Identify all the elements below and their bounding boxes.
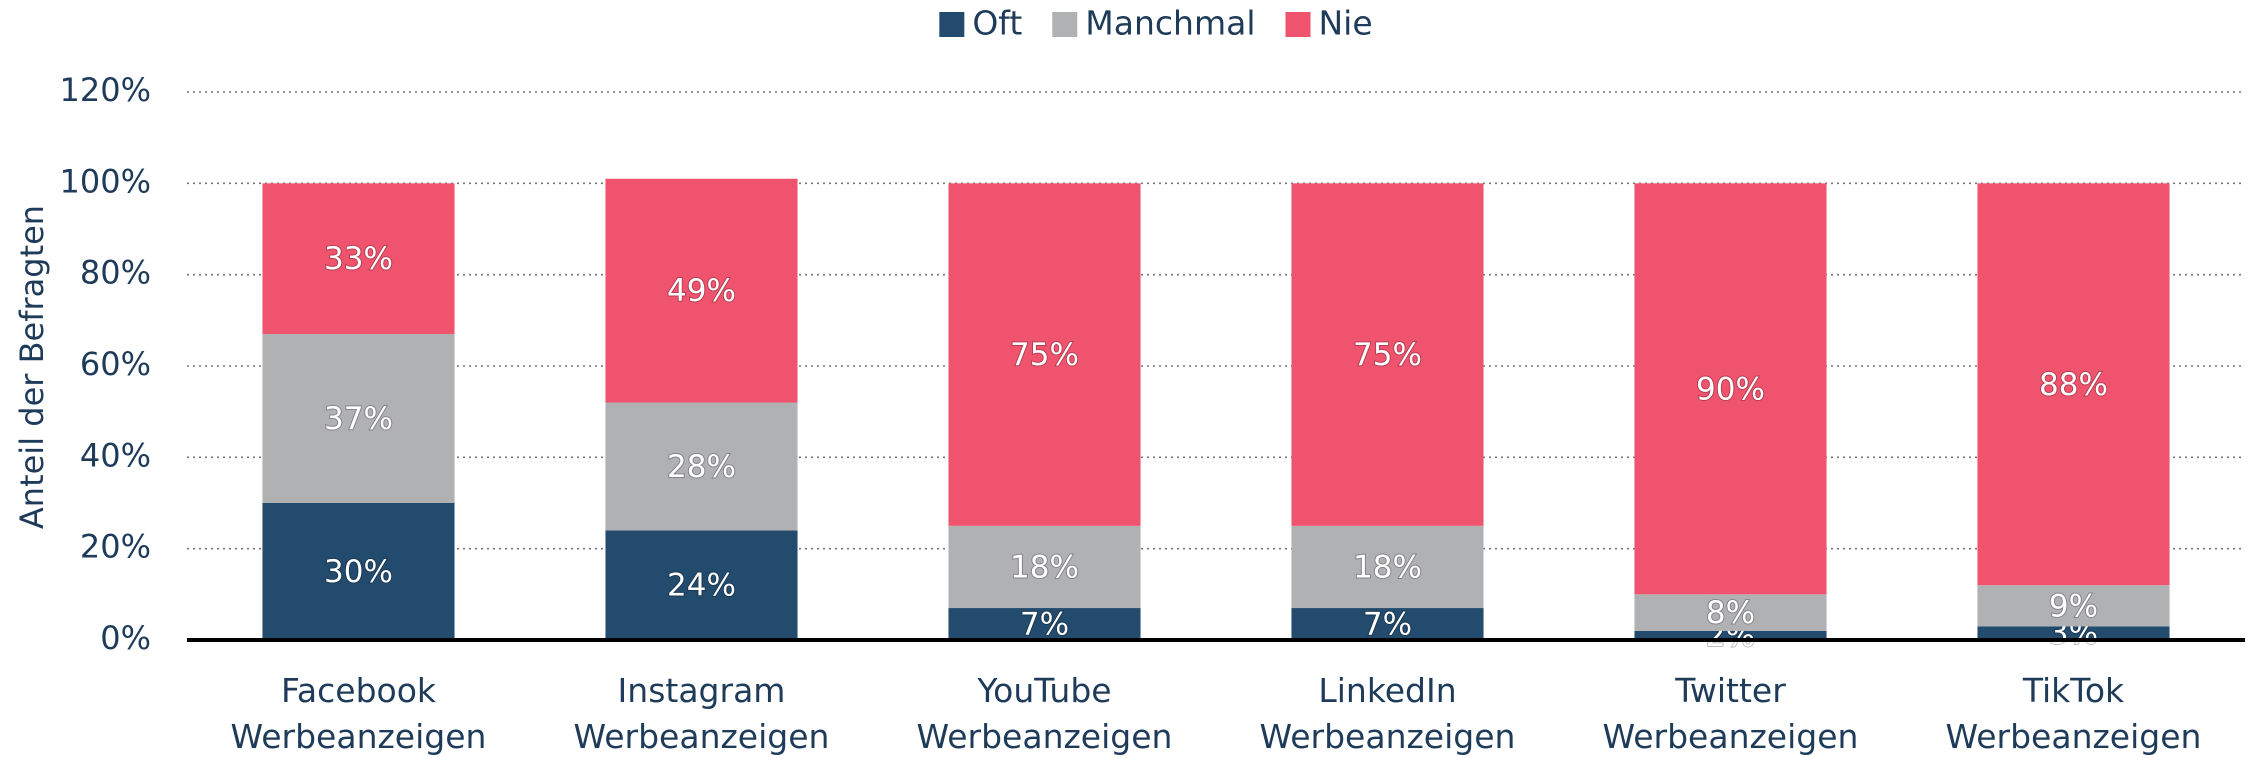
data-label: 90%: [1696, 371, 1765, 407]
legend-swatch: [1052, 12, 1078, 37]
y-tick-label: 60%: [80, 345, 151, 383]
x-tick-label: Facebook Werbeanzeigen: [230, 671, 487, 756]
data-label: 37%: [324, 401, 393, 437]
data-label: 18%: [1353, 549, 1422, 585]
data-label: 88%: [2039, 367, 2108, 403]
bar-segment: [1634, 183, 1827, 595]
bar-segment: [1634, 630, 1827, 640]
legend-swatch: [939, 12, 965, 37]
data-label: 75%: [1010, 337, 1079, 373]
x-tick-label: YouTube Werbeanzeigen: [916, 671, 1173, 756]
bar-segment: [948, 183, 1141, 526]
bar-segment: [1977, 626, 2170, 640]
data-label: 33%: [324, 241, 393, 277]
data-label: 8%: [1706, 595, 1755, 631]
y-tick-label: 80%: [80, 254, 151, 292]
legend-swatch: [1285, 12, 1311, 37]
legend-label: Oft: [972, 4, 1022, 43]
bar-segment: [948, 525, 1141, 609]
data-label: 28%: [667, 449, 736, 485]
data-label: 24%: [667, 568, 736, 604]
bar-segment: [1291, 608, 1484, 640]
y-tick-label: 100%: [60, 162, 151, 200]
bar-segment: [262, 183, 455, 335]
y-tick-label: 0%: [100, 619, 151, 657]
bar-segment: [1291, 183, 1484, 526]
x-tick-label: Twitter Werbeanzeigen: [1602, 671, 1859, 756]
legend-label: Nie: [1319, 4, 1373, 43]
data-label: 7%: [1363, 607, 1412, 643]
x-tick-label: TikTok Werbeanzeigen: [1945, 671, 2202, 756]
bar-segment: [1291, 525, 1484, 609]
bar-segment: [1634, 594, 1827, 631]
bar-segment: [262, 503, 455, 640]
data-label: 30%: [324, 554, 393, 590]
bar-segment: [262, 334, 455, 503]
data-label: 75%: [1353, 337, 1422, 373]
data-label: 9%: [2049, 588, 2098, 624]
data-label: 18%: [1010, 549, 1079, 585]
bar-segment: [1977, 585, 2170, 627]
bar-segment: [1977, 183, 2170, 586]
y-tick-label: 120%: [60, 71, 151, 109]
legend-label: Manchmal: [1085, 4, 1255, 43]
bar-segment: [948, 608, 1141, 640]
y-tick-label: 20%: [80, 528, 151, 566]
x-tick-label: LinkedIn Werbeanzeigen: [1259, 671, 1516, 756]
bar-segment: [605, 178, 798, 403]
data-label: 7%: [1020, 607, 1069, 643]
x-tick-label: Instagram Werbeanzeigen: [573, 671, 830, 756]
data-label: 49%: [667, 273, 736, 309]
y-axis-title: Anteil der Befragten: [13, 205, 51, 529]
y-tick-label: 40%: [80, 436, 151, 474]
bar-segment: [605, 402, 798, 531]
bar-segment: [605, 530, 798, 640]
